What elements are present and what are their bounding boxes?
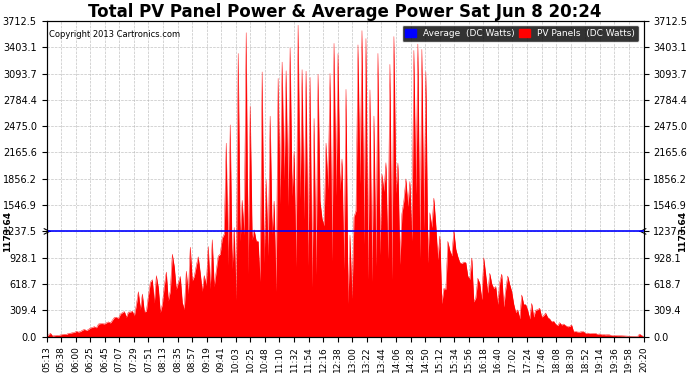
Title: Total PV Panel Power & Average Power Sat Jun 8 20:24: Total PV Panel Power & Average Power Sat… (88, 3, 602, 21)
Text: 1173.64: 1173.64 (678, 211, 687, 252)
Text: 1173.64: 1173.64 (3, 211, 12, 252)
Legend: Average  (DC Watts), PV Panels  (DC Watts): Average (DC Watts), PV Panels (DC Watts) (402, 26, 639, 42)
Text: Copyright 2013 Cartronics.com: Copyright 2013 Cartronics.com (50, 30, 181, 39)
